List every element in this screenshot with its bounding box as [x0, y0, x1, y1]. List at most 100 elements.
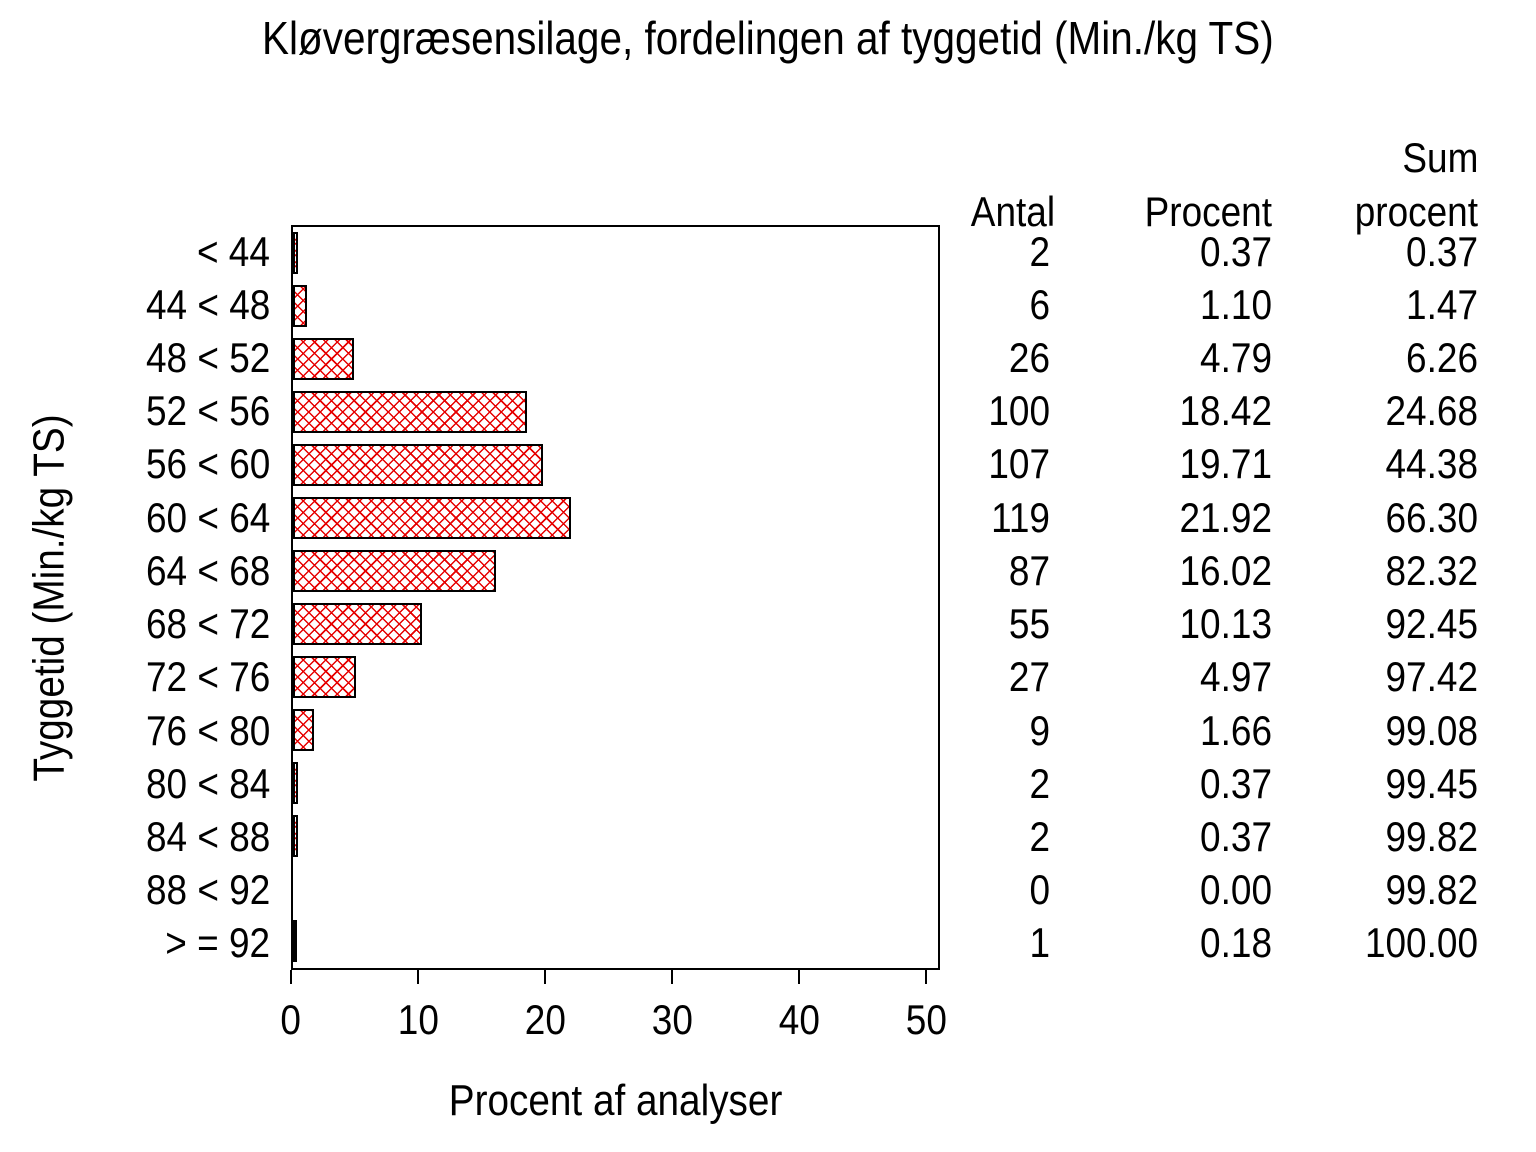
bar — [293, 391, 527, 434]
cell-sum-procent: 100.00 — [1364, 919, 1478, 967]
x-tick-label-text: 50 — [905, 996, 947, 1043]
table-header-sum-line1: Sum — [960, 134, 1478, 182]
x-tick-label: 40 — [739, 996, 859, 1044]
bar-slot — [293, 597, 938, 650]
cell-procent: 21.92 — [1179, 493, 1272, 541]
cell-antal: 2 — [1029, 227, 1050, 275]
bar-slot — [293, 280, 938, 333]
y-category-row: < 44 — [30, 225, 270, 278]
antal-column-header: Antal — [970, 188, 1056, 235]
table-row: 9 1.66 99.08 — [960, 704, 1478, 757]
cell-procent: 1.66 — [1200, 706, 1272, 754]
cell-procent: 4.79 — [1200, 334, 1272, 382]
cell-antal: 0 — [1029, 866, 1050, 914]
x-tick-mark — [544, 970, 546, 984]
y-category-label: 52 < 56 — [145, 387, 270, 435]
y-category-label: < 44 — [197, 227, 270, 275]
cell-procent: 0.37 — [1200, 813, 1272, 861]
bar — [293, 285, 307, 328]
bar — [293, 708, 315, 751]
y-category-label: > = 92 — [165, 919, 270, 967]
bar — [293, 814, 298, 857]
x-tick-mark — [290, 970, 292, 984]
cell-sum-procent: 82.32 — [1385, 546, 1478, 594]
y-category-label: 72 < 76 — [145, 653, 270, 701]
y-category-label: 88 < 92 — [145, 866, 270, 914]
table-row: 55 10.13 92.45 — [960, 598, 1478, 651]
cell-antal: 27 — [1008, 653, 1050, 701]
y-category-label: 76 < 80 — [145, 706, 270, 754]
cell-antal: 9 — [1029, 706, 1050, 754]
procent-column-header: Procent — [1144, 188, 1272, 235]
bar — [293, 338, 354, 381]
table-row: 2 0.37 0.37 — [960, 225, 1478, 278]
x-tick-mark — [417, 970, 419, 984]
cell-sum-procent: 92.45 — [1385, 600, 1478, 648]
x-tick-label: 50 — [866, 996, 986, 1044]
x-tick-mark — [925, 970, 927, 984]
bar-slot — [293, 439, 938, 492]
y-category-label: 80 < 84 — [145, 759, 270, 807]
cell-sum-procent: 6.26 — [1406, 334, 1478, 382]
y-category-label: 48 < 52 — [145, 334, 270, 382]
y-category-row: 52 < 56 — [30, 385, 270, 438]
bar-slot — [293, 809, 938, 862]
bar — [293, 655, 357, 698]
y-category-row: 48 < 52 — [30, 331, 270, 384]
table-row: 100 18.42 24.68 — [960, 385, 1478, 438]
bar-slot — [293, 545, 938, 598]
cell-procent: 1.10 — [1200, 280, 1272, 328]
x-tick-label-text: 30 — [651, 996, 693, 1043]
bar — [293, 549, 497, 592]
cell-sum-procent: 97.42 — [1385, 653, 1478, 701]
table-row: 27 4.97 97.42 — [960, 651, 1478, 704]
table-header-row: Antal Procent procent — [960, 188, 1478, 236]
cell-antal: 2 — [1029, 759, 1050, 807]
table-row: 2 0.37 99.45 — [960, 757, 1478, 810]
table-row: 0 0.00 99.82 — [960, 864, 1478, 917]
cell-sum-procent: 99.45 — [1385, 759, 1478, 807]
bar — [293, 920, 297, 963]
x-axis-title: Procent af analyser — [291, 1076, 940, 1126]
cell-procent: 18.42 — [1179, 387, 1272, 435]
bar-slot — [293, 915, 938, 968]
y-category-label: 84 < 88 — [145, 813, 270, 861]
table-row: 1 0.18 100.00 — [960, 917, 1478, 970]
y-category-label: 56 < 60 — [145, 440, 270, 488]
cell-antal: 2 — [1029, 813, 1050, 861]
cell-sum-procent: 0.37 — [1406, 227, 1478, 275]
cell-procent: 0.00 — [1200, 866, 1272, 914]
table-row: 2 0.37 99.82 — [960, 810, 1478, 863]
y-category-row: 76 < 80 — [30, 704, 270, 757]
y-category-row: 56 < 60 — [30, 438, 270, 491]
y-category-label: 68 < 72 — [145, 600, 270, 648]
cell-sum-procent: 99.82 — [1385, 866, 1478, 914]
x-tick-label: 20 — [485, 996, 605, 1044]
x-tick-label-text: 0 — [280, 996, 302, 1043]
y-category-row: 72 < 76 — [30, 651, 270, 704]
cell-procent: 19.71 — [1179, 440, 1272, 488]
y-category-row: 64 < 68 — [30, 544, 270, 597]
bar — [293, 602, 422, 645]
cell-antal: 100 — [988, 387, 1050, 435]
y-category-row: 68 < 72 — [30, 598, 270, 651]
x-tick-label: 30 — [612, 996, 732, 1044]
chart-title-text: Kløvergræsensilage, fordelingen af tygge… — [262, 12, 1274, 64]
table-row: 6 1.10 1.47 — [960, 278, 1478, 331]
bar-slot — [293, 756, 938, 809]
x-tick-mark — [798, 970, 800, 984]
bar — [293, 497, 572, 540]
cell-procent: 10.13 — [1179, 600, 1272, 648]
y-category-label: 60 < 64 — [145, 493, 270, 541]
y-category-row: 60 < 64 — [30, 491, 270, 544]
cell-sum-procent: 99.08 — [1385, 706, 1478, 754]
sum-header-text: Sum — [1402, 134, 1478, 181]
chart-title: Kløvergræsensilage, fordelingen af tygge… — [0, 12, 1536, 64]
cell-sum-procent: 24.68 — [1385, 387, 1478, 435]
table-row: 119 21.92 66.30 — [960, 491, 1478, 544]
table-row: 87 16.02 82.32 — [960, 544, 1478, 597]
y-category-label: 64 < 68 — [145, 546, 270, 594]
cell-antal: 87 — [1008, 546, 1050, 594]
y-category-row: 84 < 88 — [30, 810, 270, 863]
x-tick-label-text: 10 — [397, 996, 439, 1043]
